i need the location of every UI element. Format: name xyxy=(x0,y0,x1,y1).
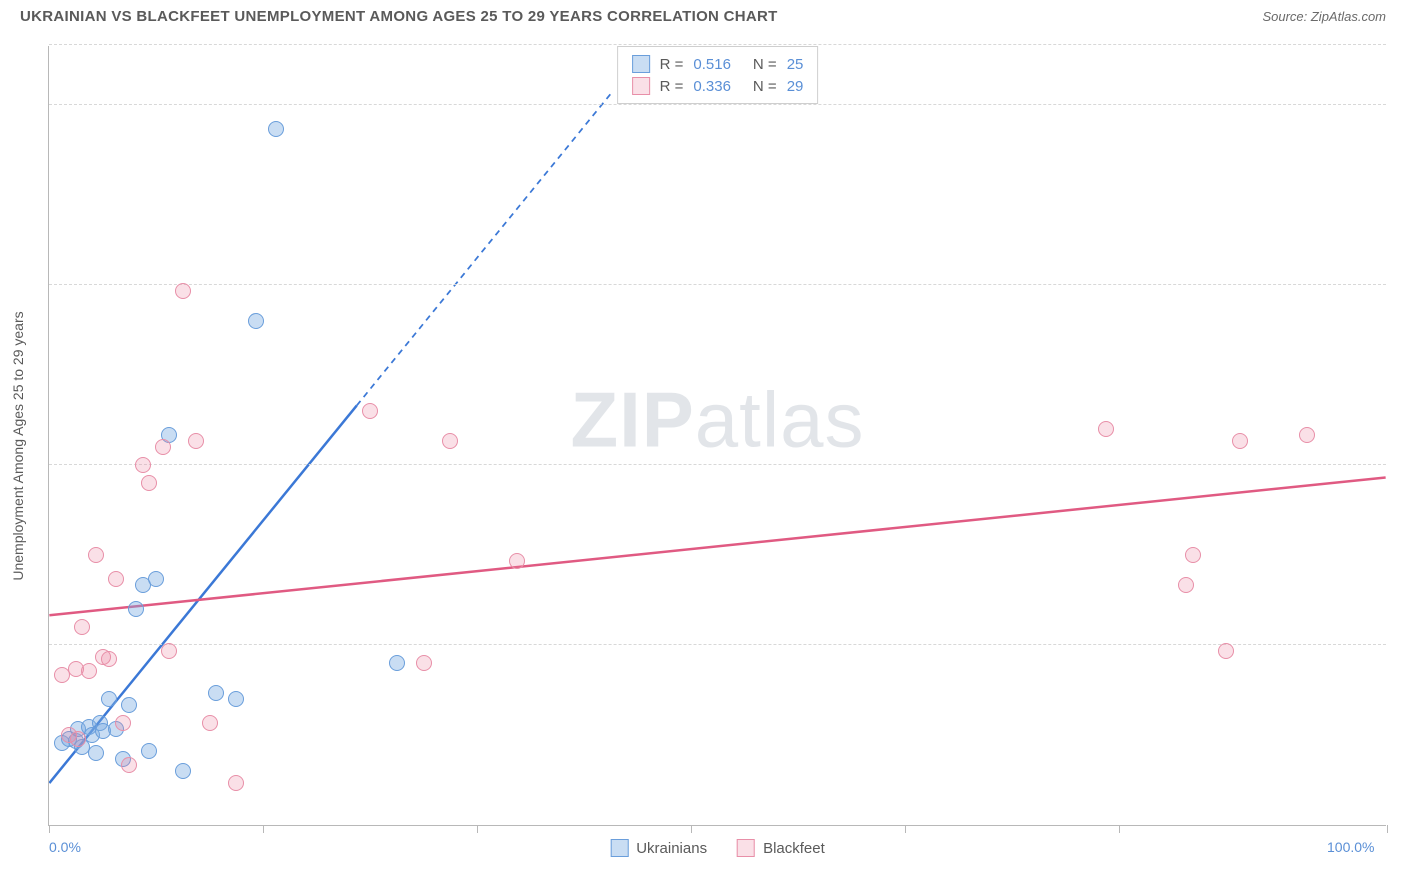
data-point-ukrainians xyxy=(148,571,164,587)
x-tick-label: 0.0% xyxy=(49,839,81,855)
data-point-blackfeet xyxy=(161,643,177,659)
data-point-blackfeet xyxy=(509,553,525,569)
data-point-blackfeet xyxy=(74,619,90,635)
data-point-blackfeet xyxy=(135,457,151,473)
data-point-blackfeet xyxy=(1218,643,1234,659)
x-tick xyxy=(1119,825,1120,833)
legend-item-ukrainians: Ukrainians xyxy=(610,839,707,857)
swatch-ukrainians-icon xyxy=(610,839,628,857)
y-axis-label: Unemployment Among Ages 25 to 29 years xyxy=(10,311,26,580)
data-point-blackfeet xyxy=(1178,577,1194,593)
data-point-ukrainians xyxy=(175,763,191,779)
data-point-blackfeet xyxy=(175,283,191,299)
watermark-zip: ZIP xyxy=(570,375,694,463)
data-point-blackfeet xyxy=(70,731,86,747)
x-tick xyxy=(477,825,478,833)
data-point-blackfeet xyxy=(1098,421,1114,437)
legend-correlation: R = 0.516 N = 25 R = 0.336 N = 29 xyxy=(617,46,819,104)
chart-header: UKRAINIAN VS BLACKFEET UNEMPLOYMENT AMON… xyxy=(0,0,1406,37)
data-point-blackfeet xyxy=(141,475,157,491)
swatch-ukrainians-icon xyxy=(632,55,650,73)
data-point-blackfeet xyxy=(81,663,97,679)
data-point-blackfeet xyxy=(1299,427,1315,443)
data-point-ukrainians xyxy=(101,691,117,707)
gridline xyxy=(49,104,1386,105)
legend-row-blackfeet: R = 0.336 N = 29 xyxy=(632,75,804,97)
data-point-blackfeet xyxy=(416,655,432,671)
data-point-blackfeet xyxy=(1232,433,1248,449)
x-tick xyxy=(1387,825,1388,833)
data-point-blackfeet xyxy=(1185,547,1201,563)
data-point-blackfeet xyxy=(108,571,124,587)
data-point-ukrainians xyxy=(208,685,224,701)
legend-row-ukrainians: R = 0.516 N = 25 xyxy=(632,53,804,75)
x-tick xyxy=(691,825,692,833)
x-tick xyxy=(49,825,50,833)
gridline xyxy=(49,284,1386,285)
r-label: R = xyxy=(660,56,684,73)
legend-item-blackfeet: Blackfeet xyxy=(737,839,825,857)
data-point-ukrainians xyxy=(248,313,264,329)
x-tick-label: 100.0% xyxy=(1327,839,1374,855)
data-point-ukrainians xyxy=(141,743,157,759)
watermark-atlas: atlas xyxy=(695,375,865,463)
n-label: N = xyxy=(753,78,777,95)
data-point-blackfeet xyxy=(121,757,137,773)
data-point-blackfeet xyxy=(88,547,104,563)
chart-title: UKRAINIAN VS BLACKFEET UNEMPLOYMENT AMON… xyxy=(20,8,778,25)
data-point-ukrainians xyxy=(389,655,405,671)
data-point-blackfeet xyxy=(442,433,458,449)
legend-label-blackfeet: Blackfeet xyxy=(763,840,825,857)
data-point-blackfeet xyxy=(101,651,117,667)
data-point-ukrainians xyxy=(88,745,104,761)
chart-source: Source: ZipAtlas.com xyxy=(1262,9,1386,24)
x-tick xyxy=(263,825,264,833)
data-point-blackfeet xyxy=(115,715,131,731)
data-point-blackfeet xyxy=(202,715,218,731)
gridline xyxy=(49,44,1386,45)
data-point-ukrainians xyxy=(128,601,144,617)
n-label: N = xyxy=(753,56,777,73)
legend-series: Ukrainians Blackfeet xyxy=(610,839,825,857)
gridline xyxy=(49,644,1386,645)
trend-lines xyxy=(49,46,1386,825)
swatch-blackfeet-icon xyxy=(632,77,650,95)
r-label: R = xyxy=(660,78,684,95)
scatter-chart: ZIPatlas R = 0.516 N = 25 R = 0.336 N = … xyxy=(48,46,1386,826)
data-point-ukrainians xyxy=(228,691,244,707)
r-value-ukrainians: 0.516 xyxy=(693,56,731,73)
trendline-blackfeet xyxy=(49,477,1385,615)
data-point-blackfeet xyxy=(188,433,204,449)
data-point-ukrainians xyxy=(121,697,137,713)
data-point-blackfeet xyxy=(155,439,171,455)
x-tick xyxy=(905,825,906,833)
gridline xyxy=(49,464,1386,465)
n-value-blackfeet: 29 xyxy=(787,78,804,95)
data-point-ukrainians xyxy=(268,121,284,137)
watermark: ZIPatlas xyxy=(570,374,864,465)
trendline-dash-ukrainians xyxy=(357,94,611,406)
r-value-blackfeet: 0.336 xyxy=(693,78,731,95)
n-value-ukrainians: 25 xyxy=(787,56,804,73)
data-point-blackfeet xyxy=(362,403,378,419)
data-point-blackfeet xyxy=(228,775,244,791)
legend-label-ukrainians: Ukrainians xyxy=(636,840,707,857)
swatch-blackfeet-icon xyxy=(737,839,755,857)
